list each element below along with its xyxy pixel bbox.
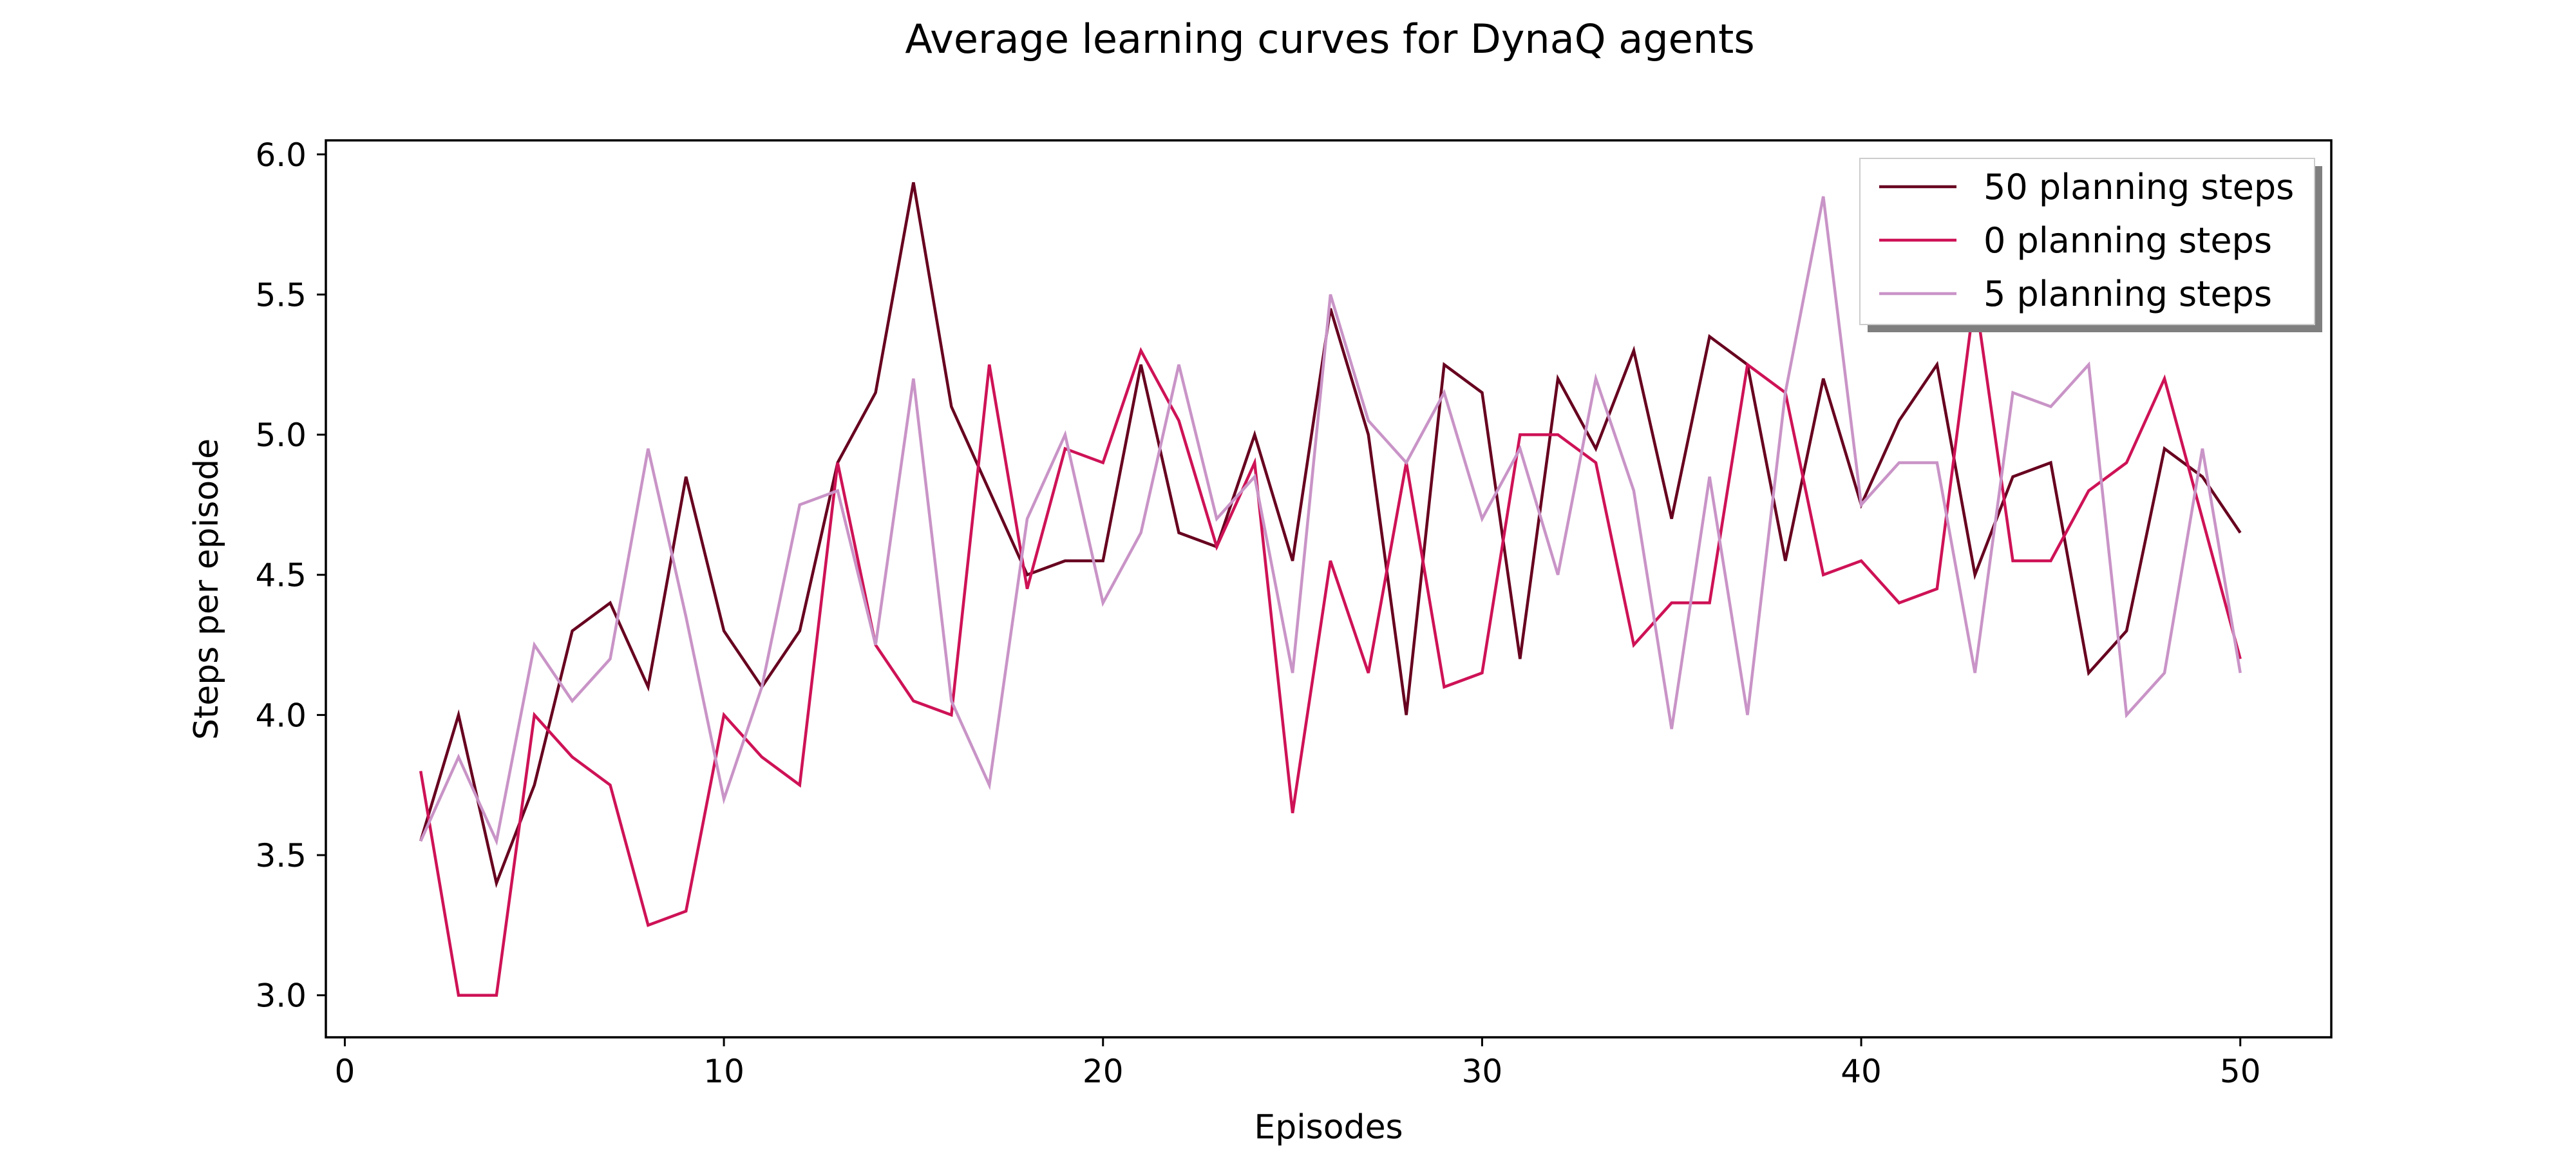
x-tick-label: 30 [1462, 1053, 1503, 1090]
legend-label-3: 5 planning steps [1984, 274, 2272, 314]
y-tick-label: 4.5 [255, 557, 307, 594]
axes-frame [325, 139, 2333, 1039]
series-line-3 [419, 196, 2242, 846]
chart-title: Average learning curves for DynaQ agents [905, 15, 1754, 62]
legend: 50 planning steps 0 planning steps 5 plann… [1859, 158, 2322, 332]
y-tick-label: 3.5 [255, 837, 307, 874]
y-tick-label: 4.0 [255, 697, 307, 734]
legend-label-2: 0 planning steps [1984, 220, 2272, 261]
x-tick-label: 0 [335, 1053, 355, 1090]
y-tick-label: 6.0 [255, 137, 307, 174]
y-axis-label: Steps per episode [187, 438, 226, 740]
legend-label-1: 50 planning steps [1984, 167, 2294, 207]
y-tick-label: 3.0 [255, 977, 307, 1015]
series-group [419, 182, 2242, 997]
x-tick-label: 10 [703, 1053, 744, 1090]
y-axis: 3.0 3.5 4.0 4.5 5.0 5.5 6.0 [255, 137, 326, 1015]
x-tick-label: 50 [2220, 1053, 2261, 1090]
y-tick-label: 5.5 [255, 276, 307, 314]
x-tick-label: 20 [1083, 1053, 1124, 1090]
series-line-2 [419, 294, 2242, 997]
x-axis-label: Episodes [1254, 1108, 1403, 1147]
y-tick-label: 5.0 [255, 417, 307, 454]
plot-area [325, 139, 2333, 1039]
x-axis: 0 10 20 30 40 50 [335, 1037, 2261, 1090]
x-tick-label: 40 [1841, 1053, 1882, 1090]
